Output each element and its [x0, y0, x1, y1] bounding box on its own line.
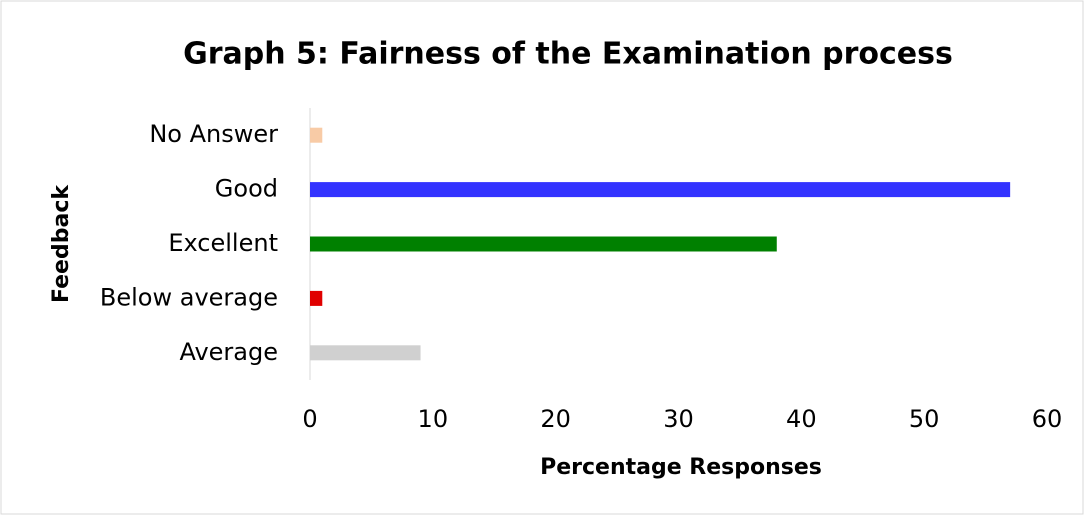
y-tick-label: Good: [215, 175, 278, 203]
x-tick-label: 50: [909, 405, 940, 433]
chart-title: Graph 5: Fairness of the Examination pro…: [183, 37, 953, 72]
bar: [310, 290, 323, 306]
bar: [310, 127, 323, 143]
y-axis-label: Feedback: [49, 184, 74, 303]
bar: [310, 236, 777, 252]
x-tick-label: 40: [786, 405, 817, 433]
x-tick-label: 10: [418, 405, 449, 433]
bar: [310, 345, 421, 361]
y-tick-label: No Answer: [149, 120, 278, 148]
y-tick-label: Excellent: [168, 229, 278, 257]
x-tick-label: 60: [1032, 405, 1063, 433]
y-tick-label: Average: [179, 338, 278, 366]
bar: [310, 182, 1011, 198]
y-tick-label: Below average: [100, 283, 278, 311]
x-tick-label: 0: [302, 405, 317, 433]
x-tick-label: 20: [540, 405, 571, 433]
x-tick-label: 30: [663, 405, 694, 433]
x-axis-label: Percentage Responses: [540, 455, 822, 480]
